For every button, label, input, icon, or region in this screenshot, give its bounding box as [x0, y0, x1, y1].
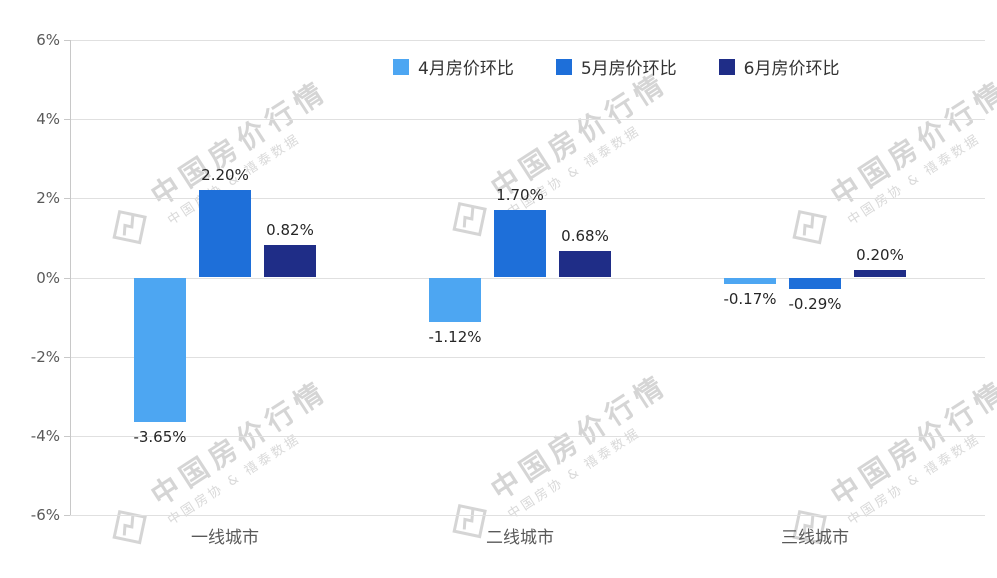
diamond-house-logo-icon [112, 509, 147, 545]
y-axis-tick [64, 277, 70, 279]
watermark-title: 中国房价行情 [485, 65, 675, 205]
watermark: 中国房价行情 中国房协 & 禧泰数据 [775, 374, 997, 562]
diamond-house-logo-icon [112, 209, 147, 245]
bar-series3-cat1 [264, 245, 316, 278]
y-axis-label: 0% [36, 268, 60, 287]
legend-item-may: 5月房价环比 [555, 54, 677, 79]
bar-value-label: 0.82% [266, 221, 314, 240]
bar-value-label: 1.70% [496, 186, 544, 205]
bar-series2-cat1 [199, 190, 251, 278]
watermark: 中国房价行情 中国房协 & 禧泰数据 [435, 65, 684, 254]
y-axis-tick [64, 435, 70, 437]
bar-value-label: -1.12% [428, 327, 482, 346]
bar-series3-cat3 [854, 269, 906, 278]
y-axis-line [70, 40, 71, 515]
gridline [70, 277, 985, 279]
gridline [70, 356, 985, 358]
y-axis-label: -6% [30, 506, 60, 524]
bar-series1-cat1 [134, 277, 186, 422]
y-axis-label: -4% [30, 426, 60, 445]
gridline [70, 515, 985, 516]
x-axis-label: 二线城市 [486, 528, 554, 548]
watermark: 中国房价行情 中国房协 & 禧泰数据 [775, 74, 997, 262]
legend-swatch-april [393, 58, 409, 75]
legend-item-june: 6月房价环比 [718, 54, 840, 79]
y-axis-label: 2% [36, 189, 60, 208]
bar-series1-cat3 [724, 277, 776, 285]
legend-label-june: 6月房价环比 [743, 59, 840, 79]
y-axis-tick [64, 198, 70, 200]
bar-series1-cat2 [429, 277, 481, 322]
watermark-text: 中国房价行情 中国房协 & 禧泰数据 [825, 74, 997, 229]
bar-value-label: -3.65% [133, 427, 187, 446]
gridline [70, 40, 985, 41]
bar-series2-cat3 [789, 277, 841, 289]
y-axis-tick [64, 119, 70, 121]
bar-value-label: -0.17% [723, 290, 777, 309]
bar-value-label: 0.20% [856, 245, 904, 264]
y-axis-tick [64, 515, 70, 516]
legend: 4月房价环比 5月房价环比 6月房价环比 [393, 54, 839, 79]
diamond-house-logo-icon [452, 201, 487, 237]
bar-series2-cat2 [494, 210, 546, 278]
x-axis-label: 三线城市 [781, 528, 849, 548]
x-axis-label: 一线城市 [191, 528, 259, 548]
y-axis-tick [64, 40, 70, 41]
watermark: 中国房价行情 中国房协 & 禧泰数据 [95, 74, 344, 262]
watermark-text: 中国房价行情 中国房协 & 禧泰数据 [485, 367, 685, 523]
watermark: 中国房价行情 中国房协 & 禧泰数据 [95, 374, 344, 562]
watermark-text: 中国房价行情 中国房协 & 禧泰数据 [825, 374, 997, 529]
diamond-house-logo-icon [452, 503, 487, 539]
y-axis-label: -2% [30, 347, 60, 366]
bar-value-label: 0.68% [561, 226, 609, 245]
gridline [70, 119, 985, 121]
watermark: 中国房价行情 中国房协 & 禧泰数据 [435, 367, 685, 556]
gridline [70, 198, 985, 200]
legend-label-april: 4月房价环比 [418, 59, 514, 79]
bar-value-label: -0.29% [788, 294, 842, 313]
watermark-title: 中国房价行情 [485, 367, 675, 507]
diamond-house-logo-icon [792, 509, 827, 545]
diamond-house-logo-icon [792, 209, 827, 245]
legend-swatch-may [555, 58, 572, 75]
bar-value-label: 2.20% [201, 166, 249, 185]
legend-item-april: 4月房价环比 [393, 54, 514, 79]
bar-series3-cat2 [559, 250, 611, 278]
y-axis-label: 6% [36, 31, 60, 49]
legend-label-may: 5月房价环比 [580, 59, 677, 79]
gridline [70, 435, 985, 437]
y-axis-tick [64, 356, 70, 358]
y-axis-label: 4% [36, 110, 60, 129]
legend-swatch-june [718, 58, 735, 75]
